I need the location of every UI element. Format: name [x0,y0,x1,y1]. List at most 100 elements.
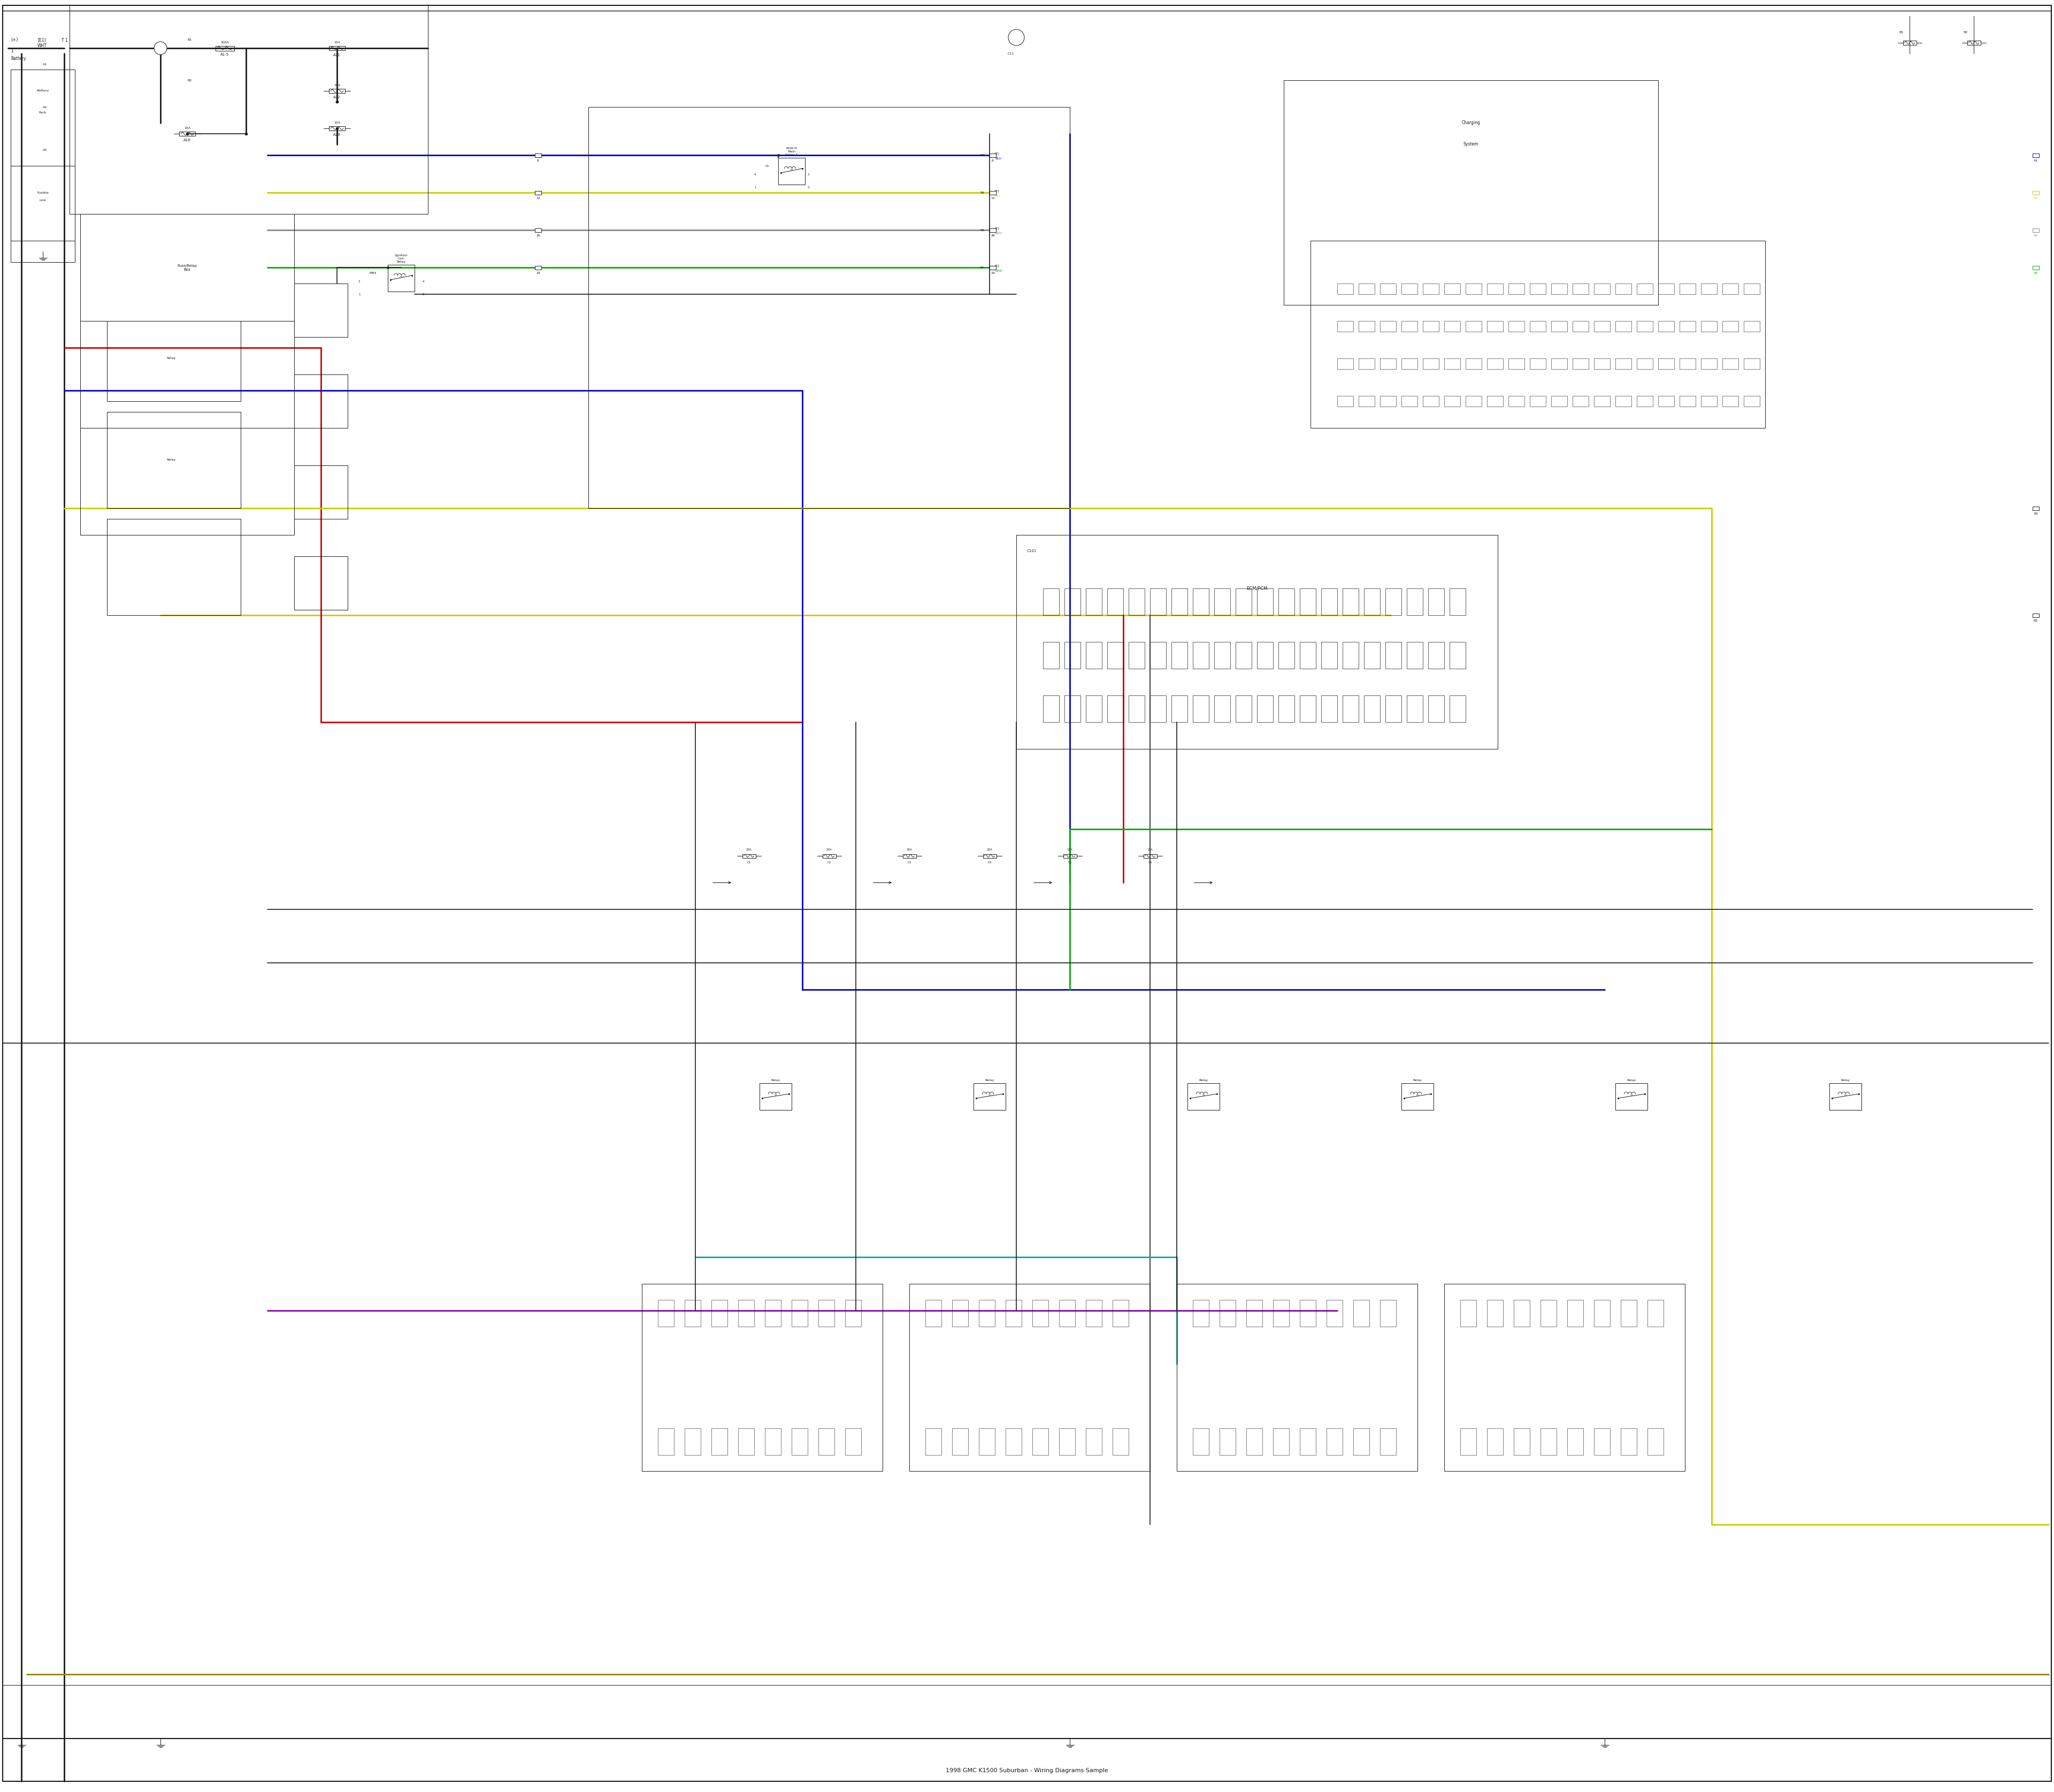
Text: B2: B2 [1964,30,1968,34]
Bar [1723,283,1738,294]
Text: 20A: 20A [986,848,992,851]
Bar [1257,588,1273,615]
Bar [1358,321,1374,332]
Bar [294,375,347,428]
Bar [1364,695,1380,722]
Bar [1006,1428,1021,1455]
Bar [1508,321,1524,332]
Bar [1423,321,1440,332]
Bar [2033,228,2040,231]
Text: C5: C5 [1068,860,1072,864]
Bar [1193,1299,1210,1326]
Text: Link: Link [39,199,47,202]
Bar [1187,1082,1220,1109]
Bar [534,228,542,231]
Bar [1530,321,1547,332]
Bar [1300,1299,1317,1326]
Bar [1113,1299,1128,1326]
Text: A3: A3 [2033,235,2038,237]
Text: [E]: [E] [994,152,1000,154]
Text: Relay: Relay [1413,1079,1421,1082]
Bar [1171,588,1187,615]
Bar [817,1299,834,1326]
Bar [1043,588,1060,615]
Bar [329,47,345,50]
Bar [902,855,916,858]
Bar [1968,41,1980,45]
Bar [107,520,240,615]
Text: 15A: 15A [1146,848,1152,851]
Text: 20A: 20A [906,848,912,851]
Bar [1064,642,1080,668]
Bar [1237,588,1251,615]
Bar [1193,695,1210,722]
Bar [926,1299,941,1326]
Bar [1723,321,1738,332]
Bar [329,90,345,93]
Bar [1514,1299,1530,1326]
Bar [1723,358,1738,369]
Circle shape [154,41,166,54]
Bar [1423,358,1440,369]
Bar [179,131,195,136]
Text: 59: 59 [980,154,984,156]
Bar [587,108,1070,509]
Bar [1594,1428,1610,1455]
Text: A16: A16 [183,138,191,142]
Text: B1: B1 [1898,30,1904,34]
Text: A3: A3 [43,149,47,151]
Bar [1487,396,1504,407]
Bar [1594,396,1610,407]
Text: A29: A29 [333,133,341,136]
Bar [1300,695,1317,722]
Bar [844,1299,861,1326]
Bar [910,1283,1150,1471]
Text: 12: 12 [536,197,540,199]
Bar [1594,358,1610,369]
Bar [1006,1299,1021,1326]
Bar [1701,358,1717,369]
Bar [1064,855,1076,858]
Text: A1-5: A1-5 [220,54,228,56]
Bar [791,1428,807,1455]
Bar [1087,588,1101,615]
Bar [1444,321,1460,332]
Bar [1551,396,1567,407]
Bar [1508,283,1524,294]
Bar [1401,283,1417,294]
Bar [990,190,996,195]
Bar [1087,642,1101,668]
Text: 26: 26 [990,235,994,237]
Bar [1701,321,1717,332]
Bar [534,154,542,158]
Bar [1128,695,1144,722]
Bar [1214,588,1230,615]
Bar [1321,695,1337,722]
Bar [1380,396,1397,407]
Bar [107,321,240,401]
Bar [1680,396,1697,407]
Text: 19: 19 [536,272,540,274]
Text: 10A: 10A [333,122,341,124]
Text: 8: 8 [536,159,538,163]
Bar [1327,1428,1343,1455]
Bar [1530,396,1547,407]
Bar [1401,1082,1434,1109]
Bar [1423,283,1440,294]
Bar [1337,283,1354,294]
Bar [1257,695,1273,722]
Bar [1680,321,1697,332]
Bar [2033,190,2040,195]
Bar [2033,265,2040,269]
Text: Ignition
Coil
Relay: Ignition Coil Relay [394,254,407,263]
Bar [1744,283,1760,294]
Bar [1401,321,1417,332]
Bar [1467,358,1481,369]
Text: 8: 8 [992,159,994,163]
Bar [294,283,347,337]
Text: A2: A2 [2033,197,2038,199]
Bar [641,1283,883,1471]
Bar [1144,855,1156,858]
Bar [1428,642,1444,668]
Bar [1647,1428,1664,1455]
